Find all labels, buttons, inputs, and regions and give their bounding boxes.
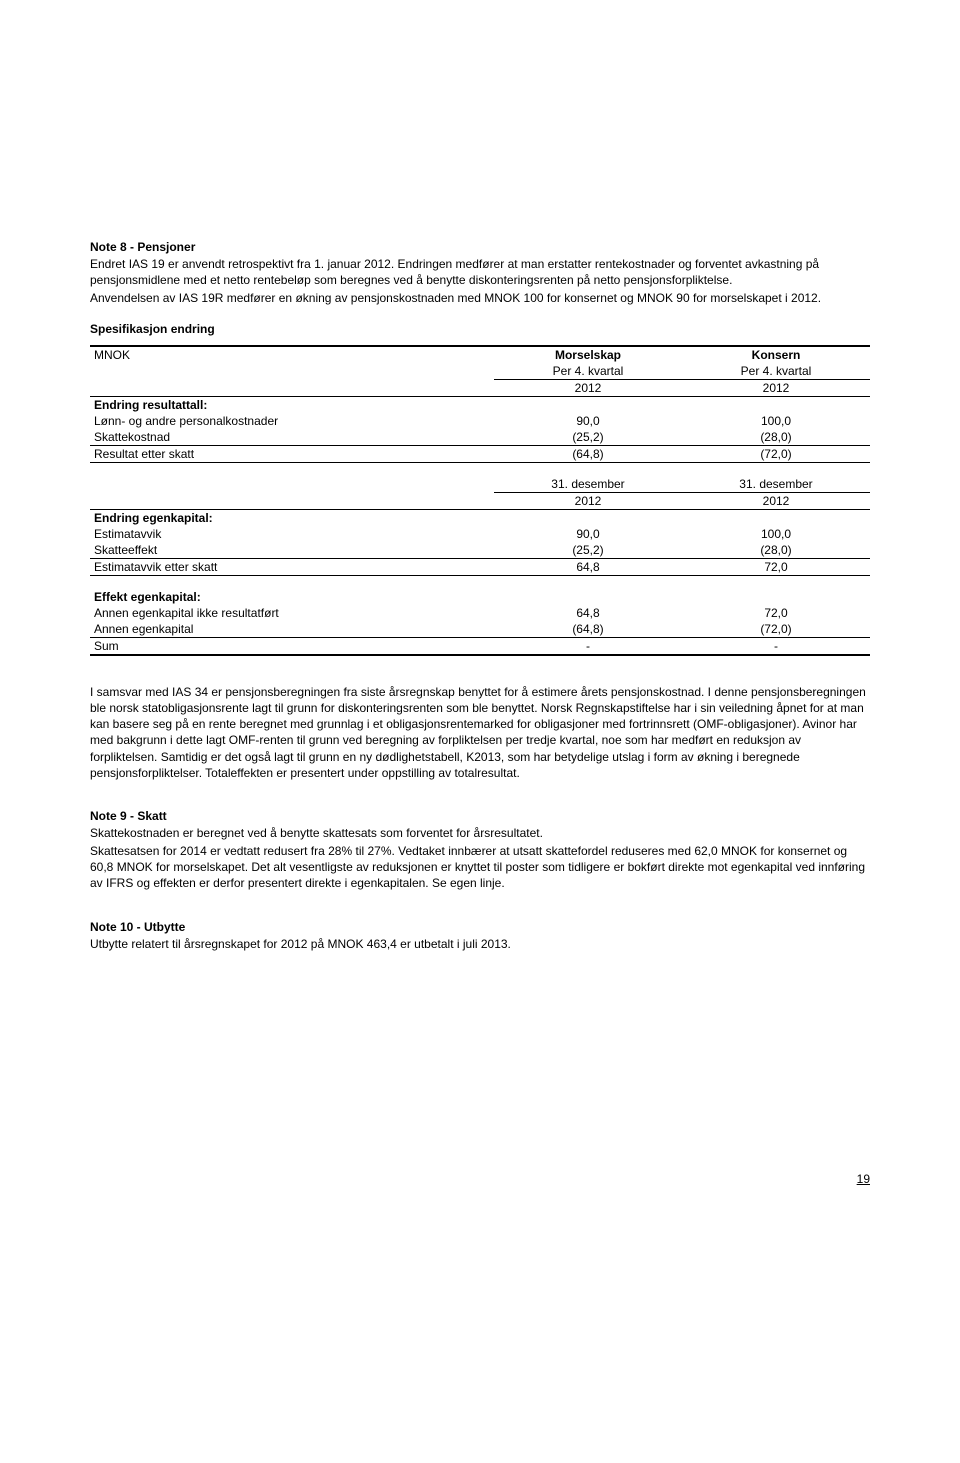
r2-a: (25,2) xyxy=(494,429,682,446)
col1-h3: 2012 xyxy=(494,379,682,396)
r9-b: - xyxy=(682,637,870,655)
page-number: 19 xyxy=(90,1172,870,1186)
col1-h1: Morselskap xyxy=(494,346,682,363)
r5-b: (28,0) xyxy=(682,542,870,559)
sec3-title: Effekt egenkapital: xyxy=(90,575,494,605)
r4-a: 90,0 xyxy=(494,526,682,542)
col2-h2: Per 4. kvartal xyxy=(682,363,870,380)
r5-a: (25,2) xyxy=(494,542,682,559)
r4-label: Estimatavvik xyxy=(90,526,494,542)
r1-a: 90,0 xyxy=(494,413,682,429)
r6-a: 64,8 xyxy=(494,558,682,575)
r5-label: Skatteeffekt xyxy=(90,542,494,559)
r1-label: Lønn- og andre personalkostnader xyxy=(90,413,494,429)
mid-h1b: 31. desember xyxy=(682,462,870,492)
r7-label: Annen egenkapital ikke resultatført xyxy=(90,605,494,621)
r8-a: (64,8) xyxy=(494,621,682,638)
sec2-title: Endring egenkapital: xyxy=(90,509,494,526)
r3-a: (64,8) xyxy=(494,445,682,462)
ias34-para: I samsvar med IAS 34 er pensjonsberegnin… xyxy=(90,684,870,781)
note9-title: Note 9 - Skatt xyxy=(90,809,870,823)
note10-p1: Utbytte relatert til årsregnskapet for 2… xyxy=(90,936,870,952)
note9-p1: Skattekostnaden er beregnet ved å benytt… xyxy=(90,825,870,841)
col2-h3: 2012 xyxy=(682,379,870,396)
r3-b: (72,0) xyxy=(682,445,870,462)
r6-label: Estimatavvik etter skatt xyxy=(90,558,494,575)
spec-table: MNOK Morselskap Konsern Per 4. kvartal P… xyxy=(90,345,870,656)
note9-p2: Skattesatsen for 2014 er vedtatt reduser… xyxy=(90,843,870,892)
r1-b: 100,0 xyxy=(682,413,870,429)
note8-spec: Spesifikasjon endring xyxy=(90,321,870,337)
r2-label: Skattekostnad xyxy=(90,429,494,446)
mid-h1a: 31. desember xyxy=(494,462,682,492)
r7-a: 64,8 xyxy=(494,605,682,621)
mid-h2b: 2012 xyxy=(682,492,870,509)
note8-p2: Anvendelsen av IAS 19R medfører en øknin… xyxy=(90,290,870,306)
r9-a: - xyxy=(494,637,682,655)
mid-h2a: 2012 xyxy=(494,492,682,509)
r9-label: Sum xyxy=(90,637,494,655)
r4-b: 100,0 xyxy=(682,526,870,542)
col1-h2: Per 4. kvartal xyxy=(494,363,682,380)
r7-b: 72,0 xyxy=(682,605,870,621)
r2-b: (28,0) xyxy=(682,429,870,446)
note8-p1: Endret IAS 19 er anvendt retrospektivt f… xyxy=(90,256,870,288)
note10-title: Note 10 - Utbytte xyxy=(90,920,870,934)
r3-label: Resultat etter skatt xyxy=(90,445,494,462)
col2-h1: Konsern xyxy=(682,346,870,363)
unit-label: MNOK xyxy=(90,346,494,363)
sec1-title: Endring resultattall: xyxy=(90,396,494,413)
note8-title: Note 8 - Pensjoner xyxy=(90,240,870,254)
r6-b: 72,0 xyxy=(682,558,870,575)
r8-b: (72,0) xyxy=(682,621,870,638)
r8-label: Annen egenkapital xyxy=(90,621,494,638)
